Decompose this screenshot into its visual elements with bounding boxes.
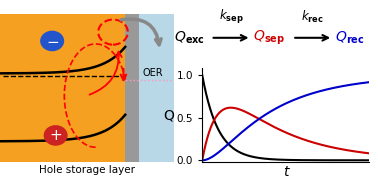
Text: $-$: $-$ <box>46 33 59 48</box>
Circle shape <box>44 126 67 145</box>
Text: $\mathbf{\mathit{Q}}_{\mathbf{exc}}$: $\mathbf{\mathit{Q}}_{\mathbf{exc}}$ <box>174 30 205 46</box>
Text: Hole storage layer: Hole storage layer <box>39 165 135 175</box>
Text: $\mathit{k}_\mathbf{sep}$: $\mathit{k}_\mathbf{sep}$ <box>218 8 243 26</box>
Text: $\mathbf{\mathit{Q}}_{\mathbf{sep}}$: $\mathbf{\mathit{Q}}_{\mathbf{sep}}$ <box>254 29 285 47</box>
X-axis label: t: t <box>283 165 288 179</box>
Bar <box>125 14 139 162</box>
Text: OER: OER <box>143 68 163 78</box>
Bar <box>139 14 183 162</box>
Text: $\mathbf{\mathit{Q}}_{\mathbf{rec}}$: $\mathbf{\mathit{Q}}_{\mathbf{rec}}$ <box>335 30 365 46</box>
Text: $+$: $+$ <box>49 128 62 143</box>
Y-axis label: Q: Q <box>163 108 174 122</box>
Bar <box>0 14 125 162</box>
Text: $\mathit{k}_\mathbf{rec}$: $\mathit{k}_\mathbf{rec}$ <box>301 8 324 25</box>
Circle shape <box>41 31 64 51</box>
